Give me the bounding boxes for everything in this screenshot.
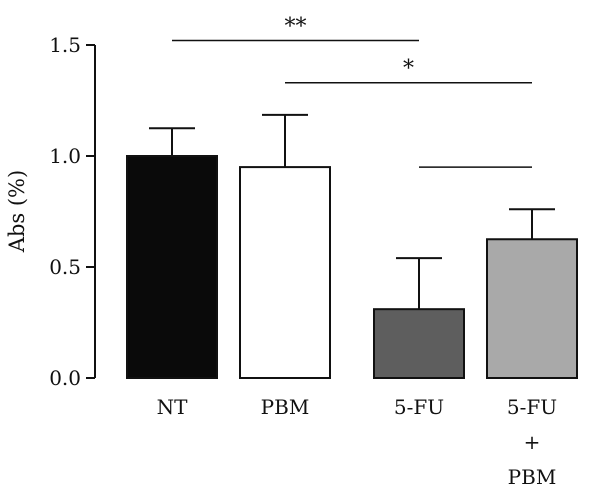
bar-4	[486, 238, 578, 379]
y-tick-label: 0.0	[49, 366, 81, 390]
x-category-label: PBM	[508, 465, 557, 489]
x-category-label: PBM	[261, 395, 310, 419]
bar-3	[373, 308, 465, 379]
bars	[126, 155, 578, 379]
y-axis-ticks: 0.0 0.5 1.0 1.5	[49, 33, 95, 390]
y-tick-label: 0.5	[49, 255, 81, 279]
bar-1	[126, 155, 218, 379]
y-tick-label: 1.0	[49, 144, 81, 168]
x-category-label: 5-FU	[507, 395, 557, 419]
error-bars	[149, 113, 555, 310]
y-tick-label: 1.5	[49, 33, 81, 57]
x-category-label: +	[524, 430, 541, 454]
y-axis-title: Abs (%)	[5, 170, 29, 253]
x-category-label: 5-FU	[394, 395, 444, 419]
bar-2	[239, 166, 331, 379]
x-axis-categories: NT PBM 5-FU 5-FU + PBM	[157, 395, 558, 489]
x-category-label: NT	[157, 395, 189, 419]
significance-label: **	[285, 15, 307, 40]
significance-brackets: ***	[172, 15, 532, 168]
significance-label: *	[403, 57, 414, 82]
